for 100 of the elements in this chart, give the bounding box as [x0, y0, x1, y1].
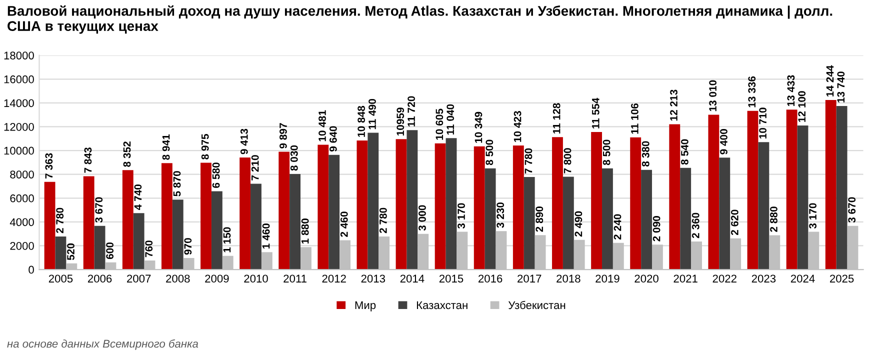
bar	[747, 110, 758, 270]
bar	[484, 168, 496, 270]
data-label: 10 481	[318, 110, 326, 142]
data-label: 2 360	[692, 212, 700, 238]
bar	[680, 168, 692, 270]
x-tick-label: 2017	[518, 274, 542, 283]
y-tick-label: 0	[28, 266, 34, 274]
x-tick-label: 2020	[634, 274, 658, 283]
bar	[278, 152, 290, 270]
data-label: 2 090	[652, 216, 660, 242]
bar	[758, 142, 770, 270]
data-label: 3 230	[496, 202, 504, 228]
data-label: 2 780	[56, 208, 64, 234]
bar	[434, 143, 446, 270]
x-tick-label: 2011	[284, 274, 306, 283]
data-label: 12 100	[798, 91, 806, 122]
data-label: 2 880	[770, 206, 778, 232]
bar	[512, 146, 524, 270]
bar	[83, 176, 94, 270]
data-label: 10 605	[436, 108, 444, 140]
y-tick-label: 12000	[4, 123, 34, 131]
bar	[122, 170, 134, 270]
data-label: 1 880	[301, 218, 309, 244]
bar	[172, 200, 184, 270]
bar	[250, 184, 262, 270]
data-label: 12 213	[670, 90, 678, 121]
data-label: 7 800	[564, 148, 572, 174]
data-label: 3 170	[458, 203, 466, 229]
data-label: 8 500	[486, 140, 494, 166]
x-tick-label: 2006	[88, 274, 112, 283]
y-tick-label: 2000	[10, 242, 34, 250]
data-label: 10 423	[514, 111, 522, 142]
x-tick-label: 2012	[322, 274, 346, 283]
x-tick-label: 2008	[166, 274, 190, 283]
bar	[797, 126, 808, 270]
data-label: 10959	[396, 108, 404, 136]
data-label: 5 870	[173, 171, 181, 196]
x-tick-label: 2018	[556, 274, 580, 283]
data-label: 13 010	[709, 80, 717, 112]
bar	[161, 163, 172, 270]
data-label: 7 210	[251, 155, 259, 180]
bar	[630, 137, 642, 270]
data-label: 2 460	[340, 212, 348, 237]
x-tick-label: 2024	[790, 274, 815, 283]
x-tick-label: 2013	[361, 274, 386, 283]
y-tick-label: 16000	[4, 75, 34, 84]
bar	[825, 100, 836, 270]
data-label: 3 670	[95, 197, 103, 223]
bar	[200, 162, 212, 270]
legend-label: Казахстан	[416, 301, 468, 310]
data-label: 9 413	[240, 128, 248, 154]
data-label: 7 780	[524, 148, 532, 174]
x-tick-label: 2016	[478, 274, 502, 283]
data-label: 4 740	[134, 184, 142, 210]
x-tick-label: 2025	[830, 274, 854, 283]
x-tick-label: 2010	[244, 274, 268, 283]
x-tick-label: 2019	[596, 274, 620, 283]
data-label: 3 170	[809, 203, 816, 229]
data-label: 1 150	[223, 227, 231, 252]
legend-label: Узбекистан	[508, 300, 566, 310]
bar	[602, 168, 613, 270]
text: на основе данных Всемирного банка	[7, 339, 198, 350]
bar	[786, 110, 798, 270]
y-tick-label: 8000	[10, 170, 34, 178]
data-label: 9 400	[720, 129, 728, 154]
bar	[591, 132, 602, 270]
bar	[240, 158, 251, 270]
data-label: 2 490	[574, 211, 582, 237]
x-tick-label: 2023	[752, 274, 776, 283]
data-label: 7 363	[45, 153, 53, 178]
y-tick-label: 18000	[4, 52, 34, 60]
x-tick-label: 2005	[48, 274, 73, 283]
bar	[318, 144, 329, 270]
legend-label: Мир	[355, 301, 376, 312]
data-label: 13 433	[787, 75, 795, 106]
x-tick-label: 2014	[400, 274, 424, 283]
data-label: 10 710	[759, 108, 766, 138]
y-tick-label: 14000	[4, 99, 34, 108]
data-label: 8 352	[123, 142, 131, 167]
bar	[94, 226, 106, 270]
bar	[669, 124, 680, 270]
data-label: 11 128	[552, 103, 560, 134]
bar	[396, 139, 407, 270]
data-label: 8 500	[602, 140, 610, 166]
bar	[562, 176, 574, 270]
y-tick-label: 6000	[10, 194, 34, 202]
bar	[55, 236, 66, 270]
bar	[44, 182, 56, 270]
data-label: 6 580	[212, 162, 220, 188]
x-tick-label: 2015	[439, 274, 464, 283]
bar	[446, 138, 457, 270]
bar	[356, 140, 368, 270]
data-label: 11 720	[408, 96, 415, 126]
data-label: 600	[106, 242, 114, 260]
bar	[836, 106, 848, 270]
data-label: 970	[184, 238, 192, 255]
data-label: 14 244	[826, 65, 834, 96]
data-label: 8 975	[201, 134, 209, 160]
bar	[641, 170, 652, 270]
data-label: 2 780	[380, 208, 387, 234]
